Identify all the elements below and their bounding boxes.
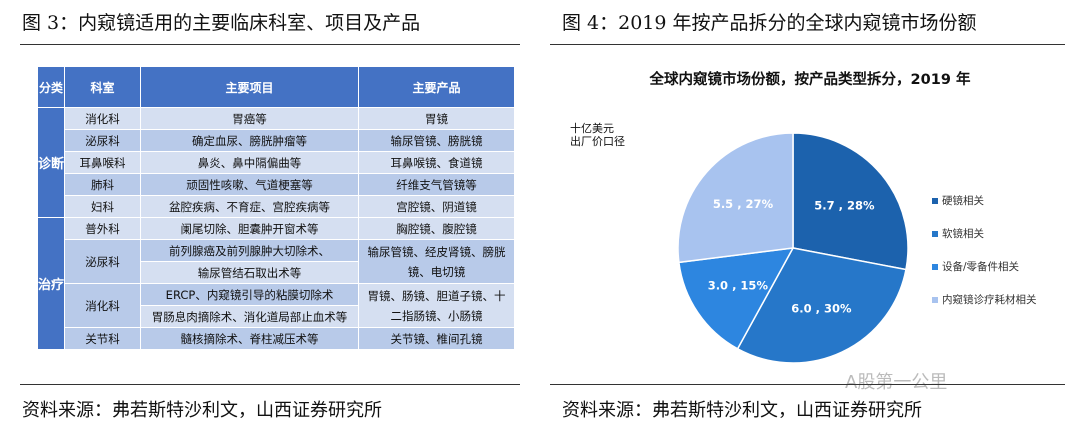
product: 关节镜、椎间孔镜	[358, 327, 515, 350]
category-diagnosis: 诊断	[37, 107, 65, 218]
figure-3-title: 图 3：内窥镜适用的主要临床科室、项目及产品	[22, 12, 421, 34]
dept: 关节科	[64, 327, 141, 350]
product: 输尿管镜、经皮肾镜、膀胱镜、电切镜	[358, 239, 515, 284]
slice-label: 6.0 , 30%	[791, 301, 852, 315]
table-row: 输尿管结石取出术等	[38, 261, 515, 284]
item: 顽固性咳嗽、气道梗塞等	[140, 173, 359, 196]
unit-line: 十亿美元	[570, 122, 614, 135]
item: 胃肠息肉摘除术、消化道局部止血术等	[140, 305, 359, 328]
item: 胃癌等	[140, 107, 359, 130]
header-items: 主要项目	[140, 66, 359, 108]
dept: 肺科	[64, 173, 141, 196]
header-products: 主要产品	[358, 66, 515, 108]
divider	[20, 384, 520, 385]
item: 盆腔疾病、不育症、宫腔疾病等	[140, 195, 359, 218]
table-row: 关节科 髓核摘除术、脊柱减压术等 关节镜、椎间孔镜	[38, 327, 515, 350]
table-row: 泌尿科 确定血尿、膀胱肿瘤等 输尿管镜、膀胱镜	[38, 129, 515, 152]
divider	[550, 384, 1065, 385]
dept: 泌尿科	[64, 239, 141, 284]
product: 输尿管镜、膀胱镜	[358, 129, 515, 152]
dept: 泌尿科	[64, 129, 141, 152]
product: 宫腔镜、阴道镜	[358, 195, 515, 218]
table-row: 耳鼻喉科 鼻炎、鼻中隔偏曲等 耳鼻喉镜、食道镜	[38, 151, 515, 174]
legend-item: 设备/零备件相关	[932, 259, 1019, 274]
table-row: 诊断 消化科 胃癌等 胃镜	[37, 107, 515, 218]
item: 髓核摘除术、脊柱减压术等	[140, 327, 359, 350]
watermark: A股第一公里	[845, 372, 948, 393]
legend-label: 设备/零备件相关	[942, 261, 1020, 273]
divider	[550, 44, 1065, 45]
category-treatment: 治疗	[37, 217, 65, 350]
table-row: 消化科 ERCP、内窥镜引导的粘膜切除术 胃镜、肠镜、胆道子镜、十二指肠镜、小肠镜	[38, 283, 515, 328]
table-row: 治疗 普外科 阑尾切除、胆囊肿开窗术等 胸腔镜、腹腔镜	[37, 217, 515, 350]
chart-title: 全球内窥镜市场份额，按产品类型拆分，2019 年	[649, 72, 971, 88]
unit-line: 出厂价口径	[570, 135, 625, 148]
pie-slice	[736, 247, 907, 364]
item: ERCP、内窥镜引导的粘膜切除术	[140, 283, 359, 306]
dept: 普外科	[64, 217, 141, 240]
product: 胸腔镜、腹腔镜	[358, 217, 515, 240]
product: 胃镜	[358, 107, 515, 130]
legend-item: 硬镜相关	[932, 193, 984, 208]
dept: 消化科	[64, 283, 141, 328]
slice-label: 3.0 , 15%	[708, 278, 769, 292]
slice-label: 5.5 , 27%	[713, 197, 774, 211]
clinical-table: 分类 科室 主要项目 主要产品 诊断 消化科 胃癌等 胃镜 泌尿科 确定血尿、膀胱肿瘤等 输尿管…	[37, 66, 515, 350]
header-dept: 科室	[64, 66, 141, 108]
source-right: 资料来源：弗若斯特沙利文，山西证券研究所	[562, 400, 922, 421]
legend-item: 内窥镜诊疗耗材相关	[932, 292, 1037, 307]
divider	[20, 44, 520, 45]
table-row: 泌尿科 前列腺癌及前列腺肿大切除术、 输尿管镜、经皮肾镜、膀胱镜、电切镜	[38, 239, 515, 284]
legend-label: 硬镜相关	[942, 195, 984, 207]
legend-swatch	[932, 264, 938, 270]
item: 前列腺癌及前列腺肿大切除术、	[140, 239, 359, 262]
table-row: 妇科 盆腔疾病、不育症、宫腔疾病等 宫腔镜、阴道镜	[38, 195, 515, 218]
pie-slice	[792, 132, 909, 271]
item: 输尿管结石取出术等	[140, 261, 359, 284]
table-row: 胃肠息肉摘除术、消化道局部止血术等	[38, 305, 515, 328]
figure-4-title: 图 4：2019 年按产品拆分的全球内窥镜市场份额	[562, 12, 977, 34]
legend-swatch	[932, 297, 938, 303]
pie-slice	[677, 132, 794, 264]
unit-label: 十亿美元 出厂价口径	[570, 122, 625, 148]
pie-slice	[678, 247, 795, 350]
item: 鼻炎、鼻中隔偏曲等	[140, 151, 359, 174]
source-left: 资料来源：弗若斯特沙利文，山西证券研究所	[22, 400, 382, 421]
legend-item: 软镜相关	[932, 226, 984, 241]
legend-label: 软镜相关	[942, 228, 984, 240]
product: 胃镜、肠镜、胆道子镜、十二指肠镜、小肠镜	[358, 283, 515, 328]
dept: 妇科	[64, 195, 141, 218]
slice-label: 5.7 , 28%	[814, 198, 875, 212]
legend-swatch	[932, 231, 938, 237]
legend-label: 内窥镜诊疗耗材相关	[942, 294, 1037, 306]
legend-swatch	[932, 198, 938, 204]
item: 阑尾切除、胆囊肿开窗术等	[140, 217, 359, 240]
product: 耳鼻喉镜、食道镜	[358, 151, 515, 174]
